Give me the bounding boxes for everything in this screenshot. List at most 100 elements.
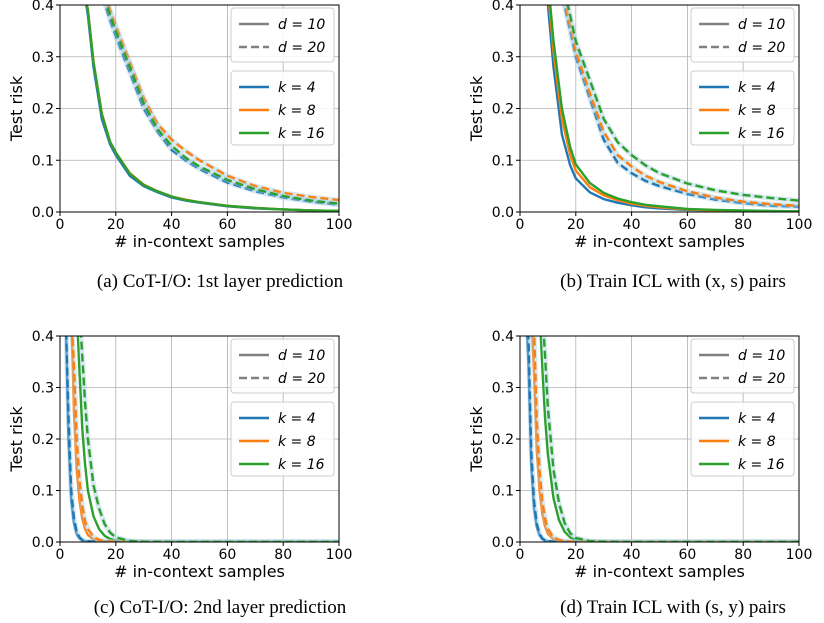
y-tick-label: 0.3 [492,381,514,397]
x-tick-label: 0 [56,547,65,563]
legend-label: k = 4 [278,411,316,427]
x-tick-label: 40 [163,547,181,563]
legend-label: k = 16 [738,457,785,473]
chart-panel-2: 0 20 40 60 80 100 0.0 0.1 0.2 0.3 0.4 # in-context … [467,0,812,292]
legend-label: k = 8 [738,434,776,450]
legend-label: k = 8 [738,103,776,119]
legend-label: d = 10 [278,17,325,33]
legend-d: d = 10 d = 20 [690,338,795,394]
x-tick-label: 40 [623,547,641,563]
series-line [564,5,799,207]
series-band [102,5,339,208]
x-tick-label: 100 [786,217,813,233]
legend-label: k = 4 [278,80,316,96]
legend-label: k = 4 [738,80,776,96]
legend-label: k = 8 [278,103,316,119]
legend-label: d = 10 [738,17,785,33]
y-tick-label: 0.1 [32,153,54,169]
legend-label: d = 20 [738,371,785,387]
legend-box [690,7,795,63]
chart-panel-4: 0 20 40 60 80 100 0.0 0.1 0.2 0.3 0.4 # in-context … [467,329,813,618]
y-tick-label: 0.3 [32,381,54,397]
x-axis-label: # in-context samples [114,232,285,251]
y-tick-label: 0.4 [32,0,54,14]
y-tick-label: 0.3 [32,50,54,66]
x-tick-label: 0 [56,217,65,233]
series-line [566,5,799,202]
subfigure-caption: (c) CoT-I/O: 2nd layer prediction [94,597,347,618]
x-tick-label: 20 [567,217,585,233]
y-tick-label: 0.0 [32,205,54,221]
x-tick-label: 80 [734,217,752,233]
legend-label: d = 10 [738,348,785,364]
x-tick-label: 80 [274,547,292,563]
x-axis-label: # in-context samples [574,232,745,251]
legend-label: k = 4 [738,411,776,427]
x-tick-label: 0 [516,547,525,563]
legend-k: k = 4 k = 8 k = 16 [690,401,795,477]
y-tick-label: 0.0 [492,205,514,221]
legend-d: d = 10 d = 20 [690,7,795,63]
subfigure-caption: (b) Train ICL with (x, s) pairs [560,271,786,292]
legend-label: d = 20 [278,371,325,387]
series-line [549,5,799,212]
y-tick-label: 0.4 [492,329,514,345]
y-tick-label: 0.2 [32,102,54,118]
legend-box [690,401,795,477]
y-tick-label: 0.4 [32,329,54,345]
legend-label: d = 20 [738,40,785,56]
x-tick-label: 100 [786,547,813,563]
legend-box [230,401,335,477]
x-tick-label: 60 [218,217,236,233]
series-line [563,5,799,208]
y-axis-label: Test risk [7,75,26,142]
y-tick-label: 0.0 [32,535,54,551]
y-tick-label: 0.2 [492,432,514,448]
y-tick-label: 0.0 [492,535,514,551]
subfigure-caption: (a) CoT-I/O: 1st layer prediction [97,271,344,292]
legend-label: d = 20 [278,40,325,56]
x-tick-label: 100 [326,217,353,233]
y-tick-label: 0.1 [32,484,54,500]
x-axis-label: # in-context samples [114,562,285,581]
legend-box [690,70,795,146]
legend-box [230,7,335,63]
x-tick-label: 80 [734,547,752,563]
chart-panel-1: 0 20 40 60 80 100 0.0 0.1 0.2 0.3 0.4 # in-context … [7,0,352,292]
chart-panel-3: 0 20 40 60 80 100 0.0 0.1 0.2 0.3 0.4 # in-context … [7,329,352,618]
x-tick-label: 60 [218,547,236,563]
y-tick-label: 0.4 [492,0,514,14]
series-line [105,5,339,205]
y-axis-label: Test risk [7,406,26,473]
x-tick-label: 20 [107,547,125,563]
legend-d: d = 10 d = 20 [230,338,335,394]
legend-d: d = 10 d = 20 [230,7,335,63]
x-tick-label: 20 [567,547,585,563]
x-tick-label: 40 [163,217,181,233]
x-tick-label: 60 [678,547,696,563]
legend-label: k = 16 [278,457,325,473]
y-tick-label: 0.1 [492,153,514,169]
legend-k: k = 4 k = 8 k = 16 [230,401,335,477]
y-tick-label: 0.2 [492,102,514,118]
y-tick-label: 0.2 [32,432,54,448]
x-tick-label: 0 [516,217,525,233]
legend-k: k = 4 k = 8 k = 16 [230,70,335,146]
x-tick-label: 40 [623,217,641,233]
x-tick-label: 80 [274,217,292,233]
series-line [107,5,339,202]
y-axis-label: Test risk [467,75,486,142]
legend-label: k = 8 [278,434,316,450]
legend-label: d = 10 [278,348,325,364]
legend-box [230,338,335,394]
series-group [85,5,339,212]
y-axis-label: Test risk [467,406,486,473]
y-tick-label: 0.3 [492,50,514,66]
y-tick-label: 0.1 [492,484,514,500]
x-tick-label: 60 [678,217,696,233]
legend-label: k = 16 [278,126,325,142]
legend-box [690,338,795,394]
subfigure-caption: (d) Train ICL with (s, y) pairs [560,597,786,618]
legend-label: k = 16 [738,126,785,142]
